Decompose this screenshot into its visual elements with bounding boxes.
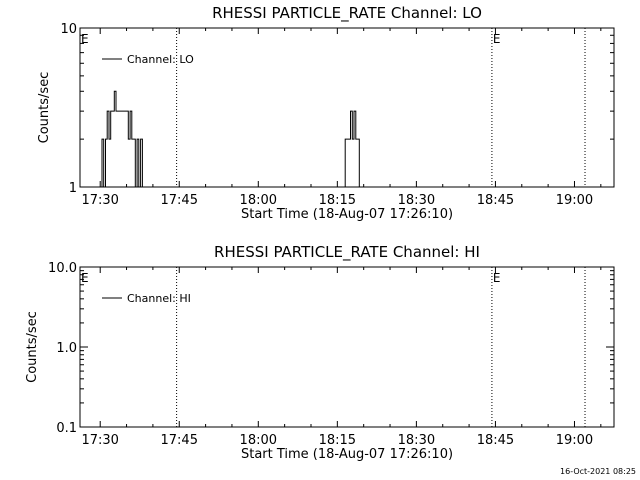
lo-channel-panel: RHESSI PARTICLE_RATE Channel: LO 17:30 17:…	[37, 4, 615, 222]
x-tick-label: 17:45	[161, 433, 198, 448]
y-tick-label: 10.0	[48, 261, 77, 276]
y-tick-label: 10	[60, 22, 77, 37]
legend-label: Channel: LO	[127, 53, 194, 66]
x-tick-label: 19:00	[556, 193, 593, 208]
x-tick-label: 18:30	[398, 193, 435, 208]
x-tick-label: 17:30	[81, 433, 118, 448]
plot-timestamp: 16-Oct-2021 08:25	[560, 467, 636, 476]
chart-title: RHESSI PARTICLE_RATE Channel: HI	[214, 243, 480, 262]
x-tick-label: 18:45	[477, 433, 514, 448]
hi-channel-panel: RHESSI PARTICLE_RATE Channel: HI 17:30 17:…	[25, 243, 615, 462]
x-axis-label: Start Time (18-Aug-07 17:26:10)	[241, 207, 453, 222]
series-line-channello	[100, 90, 362, 188]
y-tick-label: 1.0	[56, 341, 77, 356]
marker-label: E	[493, 271, 501, 285]
y-tick-label: 1	[69, 181, 77, 196]
legend-label: Channel: HI	[127, 292, 191, 305]
x-tick-label: 18:00	[240, 193, 277, 208]
x-tick-label: 18:30	[398, 433, 435, 448]
marker-label: E	[493, 32, 501, 46]
x-tick-label: 18:15	[319, 433, 356, 448]
y-axis-label: Counts/sec	[25, 311, 40, 383]
x-tick-label: 17:30	[81, 193, 118, 208]
x-tick-label: 19:00	[556, 433, 593, 448]
marker-label: E	[81, 271, 89, 285]
y-axis-label: Counts/sec	[37, 72, 52, 144]
x-axis-label: Start Time (18-Aug-07 17:26:10)	[241, 447, 453, 462]
y-tick-label: 0.1	[56, 421, 77, 436]
chart-title: RHESSI PARTICLE_RATE Channel: LO	[212, 4, 482, 23]
marker-label: E	[81, 32, 89, 46]
x-tick-label: 18:45	[477, 193, 514, 208]
x-tick-label: 17:45	[161, 193, 198, 208]
x-tick-label: 18:00	[240, 433, 277, 448]
x-tick-label: 18:15	[319, 193, 356, 208]
plot-frame	[79, 27, 615, 188]
